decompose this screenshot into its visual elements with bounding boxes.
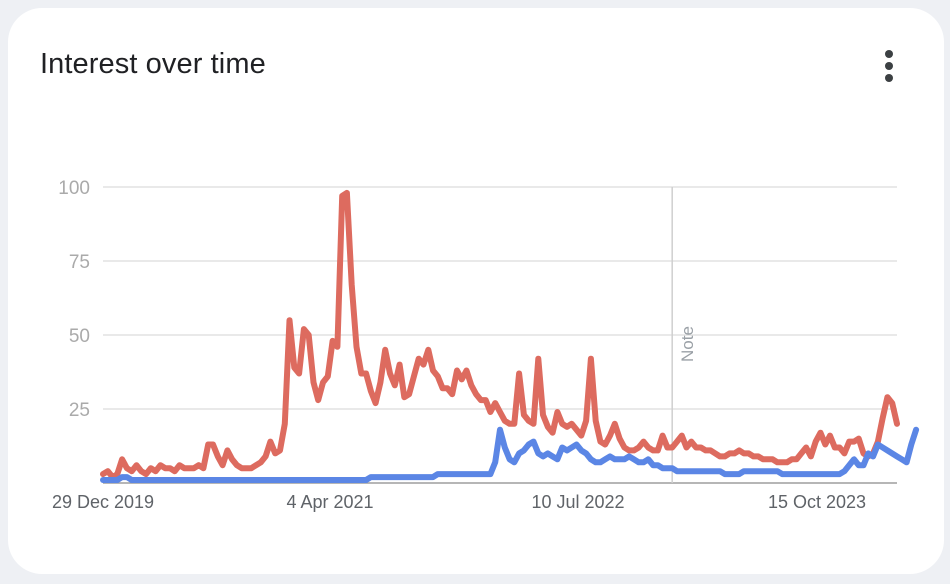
series-line-2 <box>100 426 920 483</box>
annotation-note-label: Note <box>678 326 697 362</box>
series-line-1 <box>100 189 900 481</box>
card-title: Interest over time <box>40 48 266 80</box>
y-tick-label: 50 <box>69 326 90 347</box>
x-tick-label: 10 Jul 2022 <box>531 492 624 512</box>
y-tick-label: 75 <box>69 252 90 273</box>
x-tick-label: 4 Apr 2021 <box>286 492 373 512</box>
more-vert-icon[interactable] <box>876 46 904 86</box>
y-tick-label: 100 <box>58 178 90 199</box>
x-tick-label: 29 Dec 2019 <box>52 492 154 512</box>
y-tick-label: 25 <box>69 400 90 421</box>
x-tick-label: 15 Oct 2023 <box>768 492 866 512</box>
